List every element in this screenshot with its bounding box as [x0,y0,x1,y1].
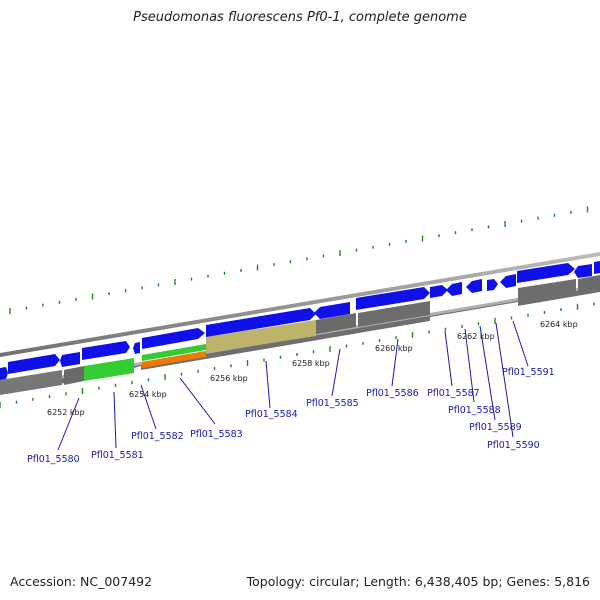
forward-gene-arrow [574,264,592,278]
leader-line [265,360,271,409]
gene-label-pfl01-5583: Pfl01_5583 [190,429,243,440]
forward-gene-arrow [8,354,60,374]
forward-gene-arrow [60,352,80,367]
kbp-tick-labels: 6252 kbp 6254 kbp 6256 kbp 6258 kbp 6260… [47,320,578,417]
gene-leader-lines [57,320,529,451]
leader-line [464,328,475,403]
forward-gene-arrow [206,308,316,337]
genome-summary: Topology: circular; Length: 6,438,405 bp… [246,574,590,589]
gene-label-pfl01-5582: Pfl01_5582 [131,431,184,442]
reverse-strand-lane [0,286,600,394]
kbp-tick-label: 6254 kbp [129,390,167,399]
reverse-genes [0,275,600,395]
forward-gene-arrow [430,285,448,298]
gene-label-pfl01-5584: Pfl01_5584 [245,409,298,420]
reverse-gene [358,301,430,327]
leader-line [140,384,157,430]
reverse-gene [578,275,600,293]
forward-gene-arrow [82,341,130,360]
orange-feature [142,351,206,368]
gene-label-pfl01-5591: Pfl01_5591 [502,367,555,378]
gene-label-pfl01-5589: Pfl01_5589 [469,422,522,433]
forward-gene-arrow [500,274,516,288]
gene-label-pfl01-5586: Pfl01_5586 [366,388,419,399]
kbp-tick-label: 6262 kbp [457,332,495,341]
forward-gene-arrow [0,367,8,380]
leader-line [57,397,80,451]
gene-labels: Pfl01_5580 Pfl01_5581 Pfl01_5582 Pfl01_5… [27,367,555,465]
accession-label: Accession: NC_007492 [10,574,153,589]
forward-gene-arrow [487,279,498,291]
kbp-tick-label: 6252 kbp [47,408,85,417]
leader-line [512,320,529,367]
reverse-gene [64,366,84,385]
forward-gene-arrow [594,261,600,274]
forward-genes [0,261,600,380]
gene-label-pfl01-5587: Pfl01_5587 [427,388,480,399]
reverse-lane-gap-2 [430,302,518,327]
leader-line [331,348,341,397]
leader-line [113,391,117,449]
gene-label-pfl01-5581: Pfl01_5581 [91,450,144,461]
green-feature-2 [142,344,206,361]
green-feature [84,358,134,381]
reverse-gene [518,279,576,302]
leader-line [479,325,496,421]
gc-ticks-inner [0,302,595,408]
leader-line [444,330,453,387]
gc-ticks-outer [9,206,589,314]
leader-line [179,377,216,425]
genome-backbone [0,252,600,357]
reverse-lane-gap [134,366,141,377]
genome-title: Pseudomonas fluorescens Pf0-1, complete … [133,10,467,25]
kbp-tick-label: 6256 kbp [210,374,248,383]
gene-label-pfl01-5588: Pfl01_5588 [448,405,501,416]
gene-label-pfl01-5585: Pfl01_5585 [306,398,359,409]
forward-gene-arrow [517,263,575,283]
forward-gene-arrow [142,328,205,349]
khaki-feature [206,320,316,353]
forward-gene-arrow [356,287,430,310]
kbp-tick-label: 6260 kbp [375,344,413,353]
reverse-gene [0,370,62,395]
forward-gene-arrow [466,279,482,293]
reverse-gene [316,313,356,334]
kbp-tick-label: 6264 kbp [540,320,578,329]
leader-line [495,322,514,438]
leader-line [391,338,399,387]
forward-gene-arrow [133,342,140,354]
gene-label-pfl01-5590: Pfl01_5590 [487,440,540,451]
forward-gene-arrow [314,302,350,319]
forward-gene-arrow [446,282,462,296]
kbp-tick-label: 6258 kbp [292,359,330,368]
gene-label-pfl01-5580: Pfl01_5580 [27,454,80,465]
